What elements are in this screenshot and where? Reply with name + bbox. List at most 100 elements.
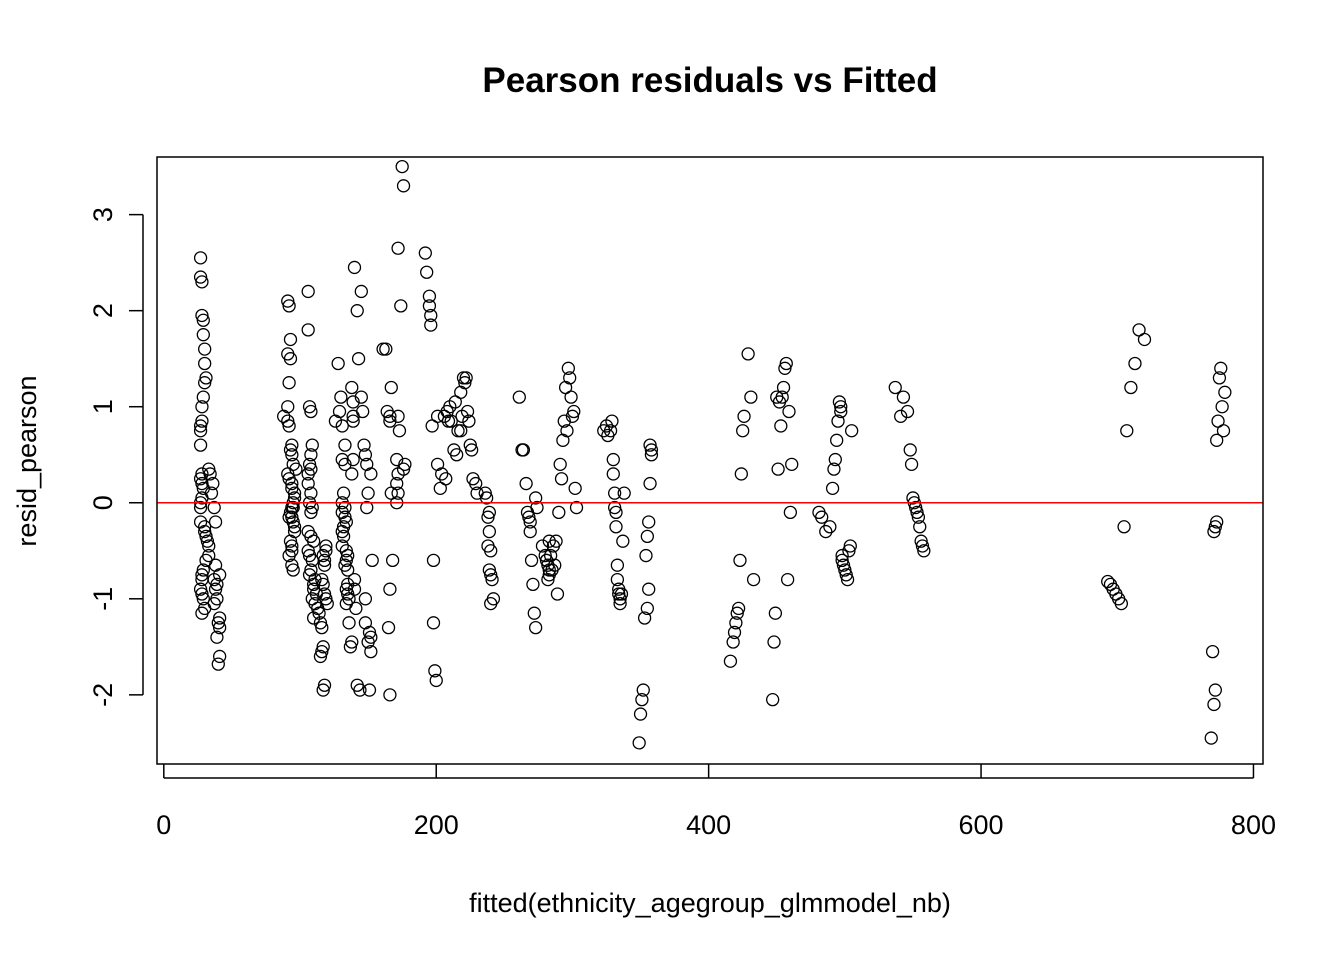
- data-point: [347, 260, 362, 275]
- data-point: [282, 548, 296, 563]
- data-point: [640, 529, 654, 544]
- data-point: [484, 568, 498, 582]
- data-point: [1137, 332, 1152, 347]
- data-point: [632, 736, 646, 750]
- data-point: [479, 491, 494, 505]
- data-point: [736, 424, 750, 438]
- data-point: [281, 294, 295, 308]
- data-point: [911, 510, 926, 524]
- data-point: [196, 328, 210, 342]
- data-point: [336, 529, 351, 544]
- data-point: [1207, 697, 1221, 712]
- data-point: [335, 419, 349, 433]
- data-point: [913, 520, 927, 534]
- data-point: [894, 409, 908, 423]
- data-point: [1214, 361, 1228, 375]
- data-point: [516, 443, 531, 457]
- y-tick-label: 0: [88, 495, 118, 510]
- data-point: [633, 707, 648, 721]
- data-point: [644, 448, 659, 462]
- data-point: [1120, 424, 1134, 438]
- data-point: [383, 414, 397, 428]
- data-point: [336, 520, 351, 534]
- data-point: [198, 520, 212, 534]
- data-point: [394, 299, 408, 313]
- data-point: [785, 457, 799, 471]
- data-point: [195, 587, 209, 601]
- data-point: [391, 241, 405, 255]
- data-point: [383, 688, 397, 702]
- data-point: [319, 592, 333, 606]
- data-point: [283, 332, 298, 347]
- data-point: [282, 376, 296, 390]
- data-point: [617, 486, 631, 500]
- data-point: [213, 649, 227, 664]
- data-point: [211, 616, 225, 630]
- data-point: [195, 414, 209, 428]
- data-point: [1212, 371, 1227, 385]
- data-point: [286, 515, 300, 529]
- data-point: [776, 380, 791, 395]
- data-point: [606, 452, 620, 467]
- data-point: [459, 371, 473, 385]
- data-point: [642, 515, 656, 529]
- data-point: [766, 693, 780, 707]
- data-point: [610, 558, 625, 572]
- data-point: [909, 500, 923, 515]
- data-point: [213, 620, 227, 635]
- y-tick-label: -1: [88, 587, 118, 611]
- data-point: [768, 606, 783, 620]
- data-point: [210, 630, 224, 644]
- data-point: [285, 448, 299, 462]
- data-point: [282, 419, 296, 433]
- data-point: [198, 342, 212, 356]
- data-point: [357, 438, 371, 452]
- data-point: [281, 400, 295, 414]
- data-point: [354, 390, 368, 404]
- data-point: [915, 539, 930, 553]
- data-point: [364, 644, 378, 659]
- data-point: [283, 443, 298, 457]
- data-point: [199, 371, 213, 385]
- data-point: [193, 270, 208, 284]
- data-point: [343, 640, 358, 654]
- data-point: [381, 620, 396, 635]
- data-point: [1218, 385, 1232, 399]
- data-point: [825, 481, 840, 496]
- data-point: [609, 520, 623, 534]
- y-tick-label: 2: [88, 303, 118, 318]
- data-point: [1208, 683, 1222, 697]
- data-point: [1124, 380, 1138, 395]
- data-point: [563, 371, 577, 385]
- data-point: [341, 577, 355, 592]
- data-point: [782, 404, 796, 419]
- x-tick-label: 400: [686, 810, 731, 840]
- data-point: [422, 299, 437, 313]
- data-point: [636, 683, 650, 697]
- data-point: [535, 539, 550, 553]
- x-axis-label: fitted(ethnicity_agegroup_glmmodel_nb): [469, 888, 951, 918]
- data-point: [815, 510, 829, 524]
- data-point: [418, 246, 432, 260]
- data-point: [289, 462, 303, 476]
- data-point: [903, 443, 917, 457]
- data-point: [316, 548, 330, 563]
- data-point: [831, 414, 845, 428]
- data-point: [637, 611, 652, 625]
- data-point: [200, 534, 215, 548]
- data-point: [193, 251, 208, 265]
- data-point: [301, 284, 315, 299]
- data-point: [385, 553, 400, 568]
- data-point: [306, 611, 321, 625]
- data-point: [286, 500, 300, 515]
- data-point: [316, 683, 330, 697]
- data-point: [845, 424, 859, 438]
- data-point: [285, 438, 299, 452]
- data-point: [345, 380, 359, 395]
- data-point: [360, 500, 374, 515]
- data-point: [353, 683, 367, 697]
- data-point: [198, 376, 212, 390]
- data-point: [204, 486, 219, 500]
- data-point: [317, 587, 332, 601]
- data-point: [778, 361, 792, 375]
